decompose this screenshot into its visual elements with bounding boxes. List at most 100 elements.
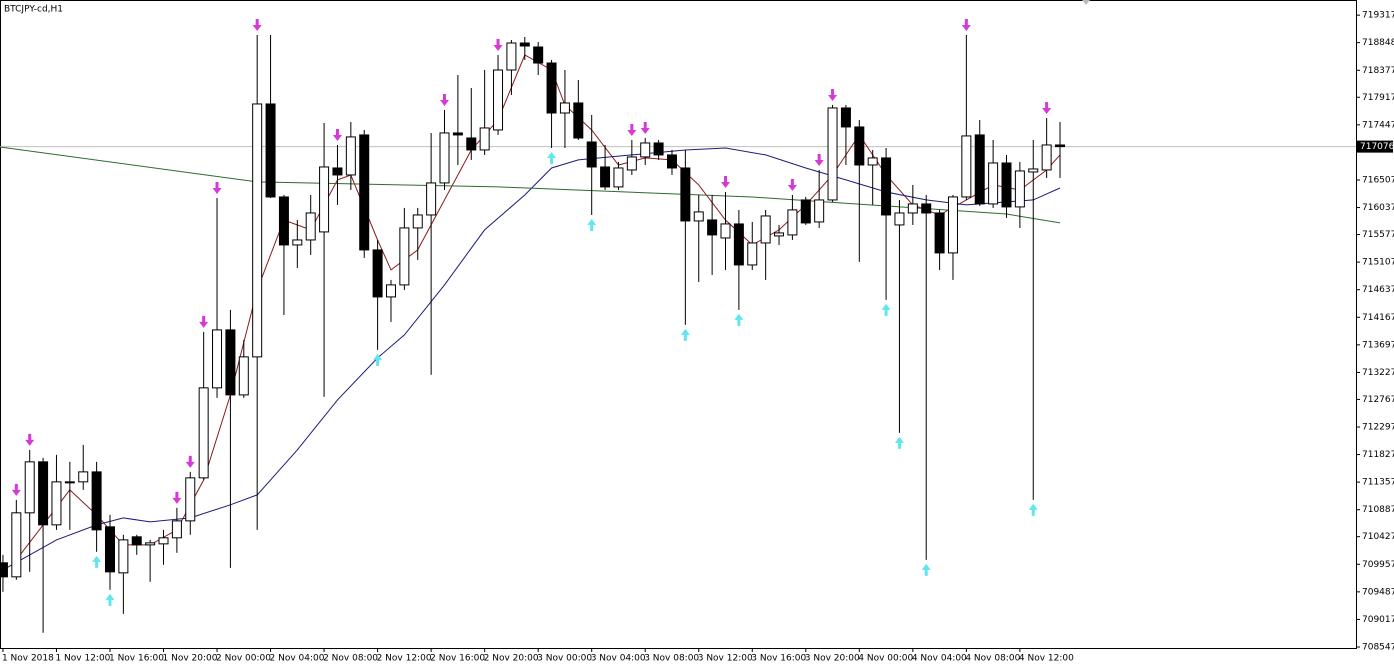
- y-tick-label: 709017: [1362, 615, 1394, 625]
- candle-body: [626, 156, 637, 171]
- down-arrow: [252, 18, 262, 31]
- plot-area: [0, 18, 1356, 633]
- candle-body: [305, 212, 316, 241]
- x-tick-label: 2 Nov 08:00: [323, 654, 378, 664]
- candle-body: [0, 562, 8, 578]
- candle-body: [212, 329, 223, 389]
- x-tick-label: 4 Nov 04:00: [912, 654, 967, 664]
- candle-body: [814, 199, 825, 223]
- candle-body: [171, 520, 182, 539]
- down-arrow: [627, 123, 637, 136]
- candle-body: [840, 107, 851, 128]
- up-arrow: [105, 593, 115, 606]
- y-tick-label: 716037: [1362, 203, 1394, 213]
- candle-body: [854, 126, 865, 166]
- candle-body: [466, 137, 477, 151]
- candle-body: [439, 132, 450, 184]
- y-tick-label: 718848: [1362, 38, 1394, 48]
- chart-title: BTCJPY-cd,H1: [4, 5, 63, 15]
- candle-body: [64, 481, 75, 484]
- candle-body: [988, 162, 999, 205]
- candle-body: [653, 142, 664, 156]
- y-tick-label: 715577: [1362, 230, 1394, 240]
- candle-body: [91, 471, 102, 531]
- x-tick-label: 4 Nov 12:00: [1019, 654, 1074, 664]
- candle-body: [51, 481, 62, 526]
- candle-body: [265, 103, 276, 198]
- up-arrow: [373, 353, 383, 366]
- down-arrow: [11, 483, 21, 496]
- down-arrow: [721, 175, 731, 188]
- candle-body: [11, 512, 22, 578]
- x-tick-label: 3 Nov 16:00: [751, 654, 806, 664]
- candle-body: [774, 232, 785, 237]
- candle-body: [613, 167, 624, 188]
- y-tick-label: 713697: [1362, 340, 1394, 350]
- down-arrow: [814, 153, 824, 166]
- candle-body: [573, 102, 584, 139]
- y-tick-label: 712767: [1362, 395, 1394, 405]
- candle-body: [519, 42, 530, 47]
- candle-body: [278, 196, 289, 246]
- candle-body: [238, 356, 249, 396]
- candle-body: [586, 141, 597, 168]
- down-arrow: [332, 128, 342, 141]
- up-arrow: [92, 555, 102, 568]
- x-tick-label: 3 Nov 12:00: [698, 654, 753, 664]
- down-arrow: [961, 18, 971, 31]
- up-arrow: [547, 151, 557, 164]
- shift-marker: [1082, 0, 1090, 5]
- up-arrow: [587, 218, 597, 231]
- x-tick-label: 1 Nov 20:00: [163, 654, 218, 664]
- down-arrow: [640, 121, 650, 134]
- candle-body: [426, 182, 437, 216]
- candle-body: [733, 223, 744, 266]
- x-tick-label: 3 Nov 20:00: [805, 654, 860, 664]
- y-tick-label: 712297: [1362, 422, 1394, 432]
- candle-body: [974, 134, 985, 205]
- y-tick-label: 717917: [1362, 93, 1394, 103]
- x-tick-label: 1 Nov 2018: [2, 654, 54, 664]
- y-tick-label: 711357: [1362, 478, 1394, 488]
- last-price-box: [1357, 140, 1393, 153]
- candle-body: [292, 239, 303, 246]
- candle-body: [225, 329, 236, 396]
- down-arrow: [185, 455, 195, 468]
- candle-body: [372, 249, 383, 298]
- candle-body: [78, 471, 89, 483]
- candle-body: [827, 107, 838, 201]
- x-tick-label: 3 Nov 00:00: [537, 654, 592, 664]
- candle-body: [1041, 144, 1052, 171]
- y-tick-label: 713227: [1362, 368, 1394, 378]
- x-tick-label: 4 Nov 08:00: [965, 654, 1020, 664]
- x-tick-label: 3 Nov 08:00: [644, 654, 699, 664]
- candle-body: [559, 102, 570, 114]
- candle-body: [359, 134, 370, 251]
- candle-body: [506, 42, 517, 71]
- down-arrow: [25, 433, 35, 446]
- candle-body: [947, 196, 958, 254]
- y-tick-label: 717447: [1362, 120, 1394, 130]
- candle-body: [1028, 168, 1039, 173]
- candle-body: [131, 536, 142, 546]
- indicator-line: [0, 146, 1061, 224]
- y-tick-label: 709487: [1362, 587, 1394, 597]
- candle-body: [546, 62, 557, 114]
- y-tick-label: 710887: [1362, 505, 1394, 515]
- x-tick-label: 1 Nov 16:00: [109, 654, 164, 664]
- down-arrow: [212, 181, 222, 194]
- up-arrow: [894, 436, 904, 449]
- candle-body: [747, 242, 758, 266]
- y-tick-label: 715107: [1362, 258, 1394, 268]
- down-arrow: [172, 491, 182, 504]
- down-arrow: [787, 178, 797, 191]
- y-tick-label: 711827: [1362, 450, 1394, 460]
- up-arrow: [680, 328, 690, 341]
- candle-body: [145, 542, 156, 546]
- candle-body: [1055, 144, 1066, 148]
- up-arrow: [1028, 503, 1038, 516]
- candle-body: [198, 387, 209, 479]
- candle-body: [921, 203, 932, 214]
- candle-body: [760, 215, 771, 244]
